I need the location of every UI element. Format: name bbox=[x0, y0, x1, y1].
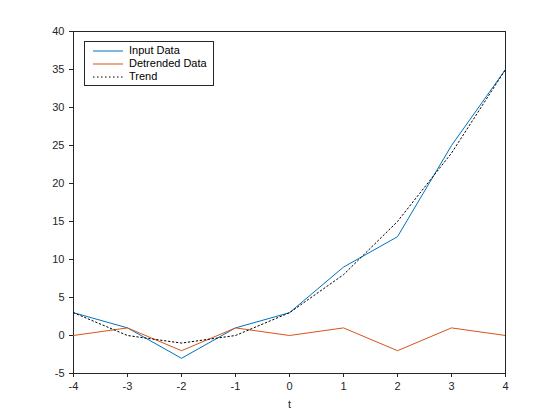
svg-text:-4: -4 bbox=[69, 380, 79, 392]
svg-text:t: t bbox=[288, 398, 291, 410]
svg-text:3: 3 bbox=[448, 380, 454, 392]
svg-text:20: 20 bbox=[52, 177, 64, 189]
svg-text:-1: -1 bbox=[231, 380, 241, 392]
svg-text:25: 25 bbox=[52, 139, 64, 151]
svg-text:-5: -5 bbox=[55, 367, 65, 379]
svg-text:5: 5 bbox=[58, 291, 64, 303]
svg-text:4: 4 bbox=[502, 380, 508, 392]
svg-text:-3: -3 bbox=[123, 380, 133, 392]
html-text:Trend: Trend bbox=[129, 70, 158, 82]
svg-text:10: 10 bbox=[52, 253, 64, 265]
svg-text:1: 1 bbox=[340, 380, 346, 392]
svg-text:40: 40 bbox=[52, 25, 64, 37]
html-text:Input Data: Input Data bbox=[129, 44, 180, 56]
svg-text:35: 35 bbox=[52, 63, 64, 75]
svg-text:0: 0 bbox=[286, 380, 292, 392]
svg-text:30: 30 bbox=[52, 101, 64, 113]
svg-text:0: 0 bbox=[58, 329, 64, 341]
svg-text:15: 15 bbox=[52, 215, 64, 227]
svg-text:-2: -2 bbox=[177, 380, 187, 392]
html-text:Detrended Data: Detrended Data bbox=[129, 57, 207, 69]
svg-text:2: 2 bbox=[394, 380, 400, 392]
